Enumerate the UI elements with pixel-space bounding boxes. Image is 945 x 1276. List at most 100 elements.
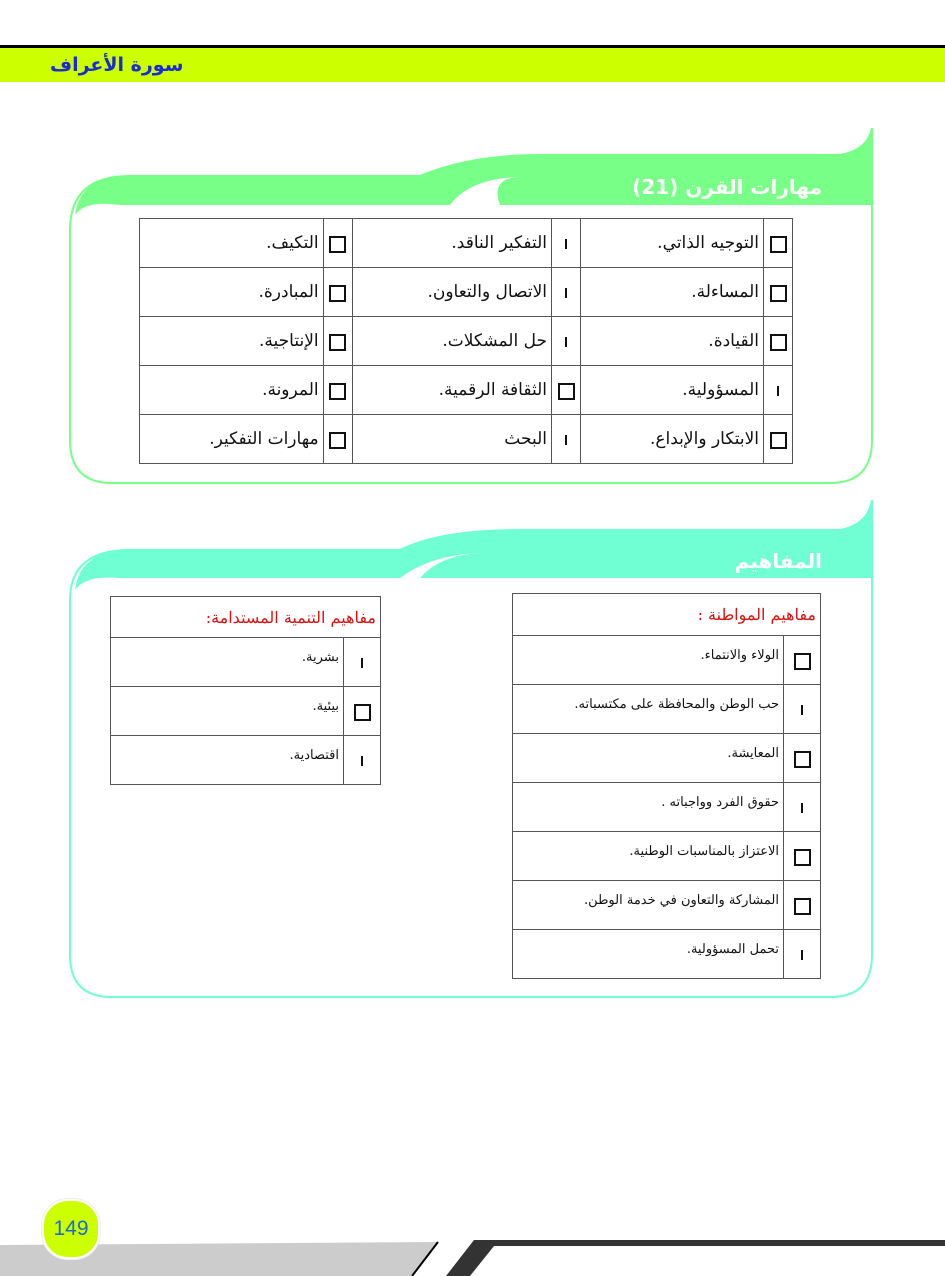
checked-mark-icon[interactable] <box>801 803 803 813</box>
item-label: حل المشكلات. <box>351 316 553 366</box>
item-label: حقوق الفرد وواجباته . <box>512 782 784 832</box>
checkbox-icon[interactable] <box>793 652 811 670</box>
item-label: الابتكار والإبداع. <box>580 414 764 464</box>
item-label: الولاء والانتماء. <box>512 635 784 685</box>
checkbox-icon[interactable] <box>769 431 787 449</box>
checkbox-icon[interactable] <box>769 284 787 302</box>
checked-mark-icon[interactable] <box>361 756 363 766</box>
checkbox-cell[interactable] <box>322 365 353 415</box>
checkbox-icon[interactable] <box>793 897 811 915</box>
header-bar <box>0 48 945 82</box>
checkbox-icon[interactable] <box>329 235 347 253</box>
table-row: المعايشة. <box>512 733 821 783</box>
checkbox-icon[interactable] <box>329 284 347 302</box>
checkbox-icon[interactable] <box>793 750 811 768</box>
item-label: المسؤولية. <box>580 365 764 415</box>
table-row: بشرية. <box>110 637 381 687</box>
citizenship-table: مفاهيم المواطنة : الولاء والانتماء. حب الو… <box>512 593 821 979</box>
item-label: بشرية. <box>110 637 344 687</box>
checkbox-icon[interactable] <box>793 848 811 866</box>
checkbox-cell[interactable] <box>763 218 793 268</box>
item-label: بيئية. <box>110 686 344 736</box>
table-row: تحمل المسؤولية. <box>512 929 821 979</box>
top-rule <box>0 45 945 48</box>
item-label: المرونة. <box>139 365 324 415</box>
item-label: المشاركة والتعاون في خدمة الوطن. <box>512 880 784 930</box>
table-header: مفاهيم التنمية المستدامة: <box>110 596 381 638</box>
table-row: الابتكار والإبداع. البحث مهارات التفكير. <box>139 414 793 464</box>
item-label: القيادة. <box>580 316 764 366</box>
checkbox-cell[interactable] <box>322 267 353 317</box>
item-label: اقتصادية. <box>110 735 344 785</box>
item-label: مهارات التفكير. <box>139 414 324 464</box>
skills-section-title: مهارات القرن (21) <box>632 175 822 199</box>
checked-mark-icon[interactable] <box>565 337 567 347</box>
checkbox-icon[interactable] <box>329 431 347 449</box>
concepts-section-title: المفاهيم <box>734 549 822 573</box>
checkbox-cell[interactable] <box>783 684 821 734</box>
item-label: التوجيه الذاتي. <box>580 218 764 268</box>
checkbox-cell[interactable] <box>763 365 793 415</box>
checkbox-cell[interactable] <box>551 365 581 415</box>
table-row: المشاركة والتعاون في خدمة الوطن. <box>512 880 821 930</box>
checked-mark-icon[interactable] <box>801 950 803 960</box>
checkbox-cell[interactable] <box>322 414 353 464</box>
footer-decoration <box>0 1240 945 1276</box>
checkbox-cell[interactable] <box>783 880 821 930</box>
checkbox-cell[interactable] <box>322 316 353 366</box>
checkbox-cell[interactable] <box>322 218 353 268</box>
table-row: بيئية. <box>110 686 381 736</box>
checkbox-cell[interactable] <box>551 267 581 317</box>
checkbox-cell[interactable] <box>783 782 821 832</box>
checkbox-cell[interactable] <box>551 414 581 464</box>
item-label: المساءلة. <box>580 267 764 317</box>
checkbox-cell[interactable] <box>783 831 821 881</box>
item-label: البحث <box>351 414 553 464</box>
checked-mark-icon[interactable] <box>801 705 803 715</box>
checkbox-cell[interactable] <box>343 637 381 687</box>
checkbox-cell[interactable] <box>763 267 793 317</box>
checkbox-cell[interactable] <box>343 686 381 736</box>
item-label: الإنتاجية. <box>139 316 324 366</box>
skills-table: التوجيه الذاتي. التفكير الناقد. التكيف. الم… <box>139 218 793 464</box>
table-row: حقوق الفرد وواجباته . <box>512 782 821 832</box>
item-label: التفكير الناقد. <box>351 218 553 268</box>
checkbox-cell[interactable] <box>783 733 821 783</box>
checkbox-icon[interactable] <box>353 703 371 721</box>
item-label: التكيف. <box>139 218 324 268</box>
table-row: حب الوطن والمحافظة على مكتسباته. <box>512 684 821 734</box>
checkbox-icon[interactable] <box>769 235 787 253</box>
checkbox-cell[interactable] <box>783 635 821 685</box>
item-label: حب الوطن والمحافظة على مكتسباته. <box>512 684 784 734</box>
item-label: الثقافة الرقمية. <box>351 365 553 415</box>
checkbox-cell[interactable] <box>551 218 581 268</box>
checkbox-cell[interactable] <box>763 316 793 366</box>
checked-mark-icon[interactable] <box>777 386 779 396</box>
checkbox-cell[interactable] <box>551 316 581 366</box>
checked-mark-icon[interactable] <box>565 288 567 298</box>
item-label: تحمل المسؤولية. <box>512 929 784 979</box>
checkbox-icon[interactable] <box>329 333 347 351</box>
item-label: الاعتزاز بالمناسبات الوطنية. <box>512 831 784 881</box>
table-header-row: مفاهيم التنمية المستدامة: <box>110 596 381 638</box>
checkbox-cell[interactable] <box>783 929 821 979</box>
checkbox-icon[interactable] <box>557 382 575 400</box>
item-label: المبادرة. <box>139 267 324 317</box>
checked-mark-icon[interactable] <box>565 239 567 249</box>
checkbox-icon[interactable] <box>769 333 787 351</box>
table-row: التوجيه الذاتي. التفكير الناقد. التكيف. <box>139 218 793 268</box>
skills-frame <box>69 127 873 484</box>
table-row: القيادة. حل المشكلات. الإنتاجية. <box>139 316 793 366</box>
checkbox-cell[interactable] <box>343 735 381 785</box>
checked-mark-icon[interactable] <box>361 658 363 668</box>
page-number: 149 <box>42 1199 100 1259</box>
table-row: المساءلة. الاتصال والتعاون. المبادرة. <box>139 267 793 317</box>
table-header-row: مفاهيم المواطنة : <box>512 593 821 636</box>
table-row: الاعتزاز بالمناسبات الوطنية. <box>512 831 821 881</box>
item-label: الاتصال والتعاون. <box>351 267 553 317</box>
checkbox-cell[interactable] <box>763 414 793 464</box>
checked-mark-icon[interactable] <box>565 435 567 445</box>
checkbox-icon[interactable] <box>329 382 347 400</box>
